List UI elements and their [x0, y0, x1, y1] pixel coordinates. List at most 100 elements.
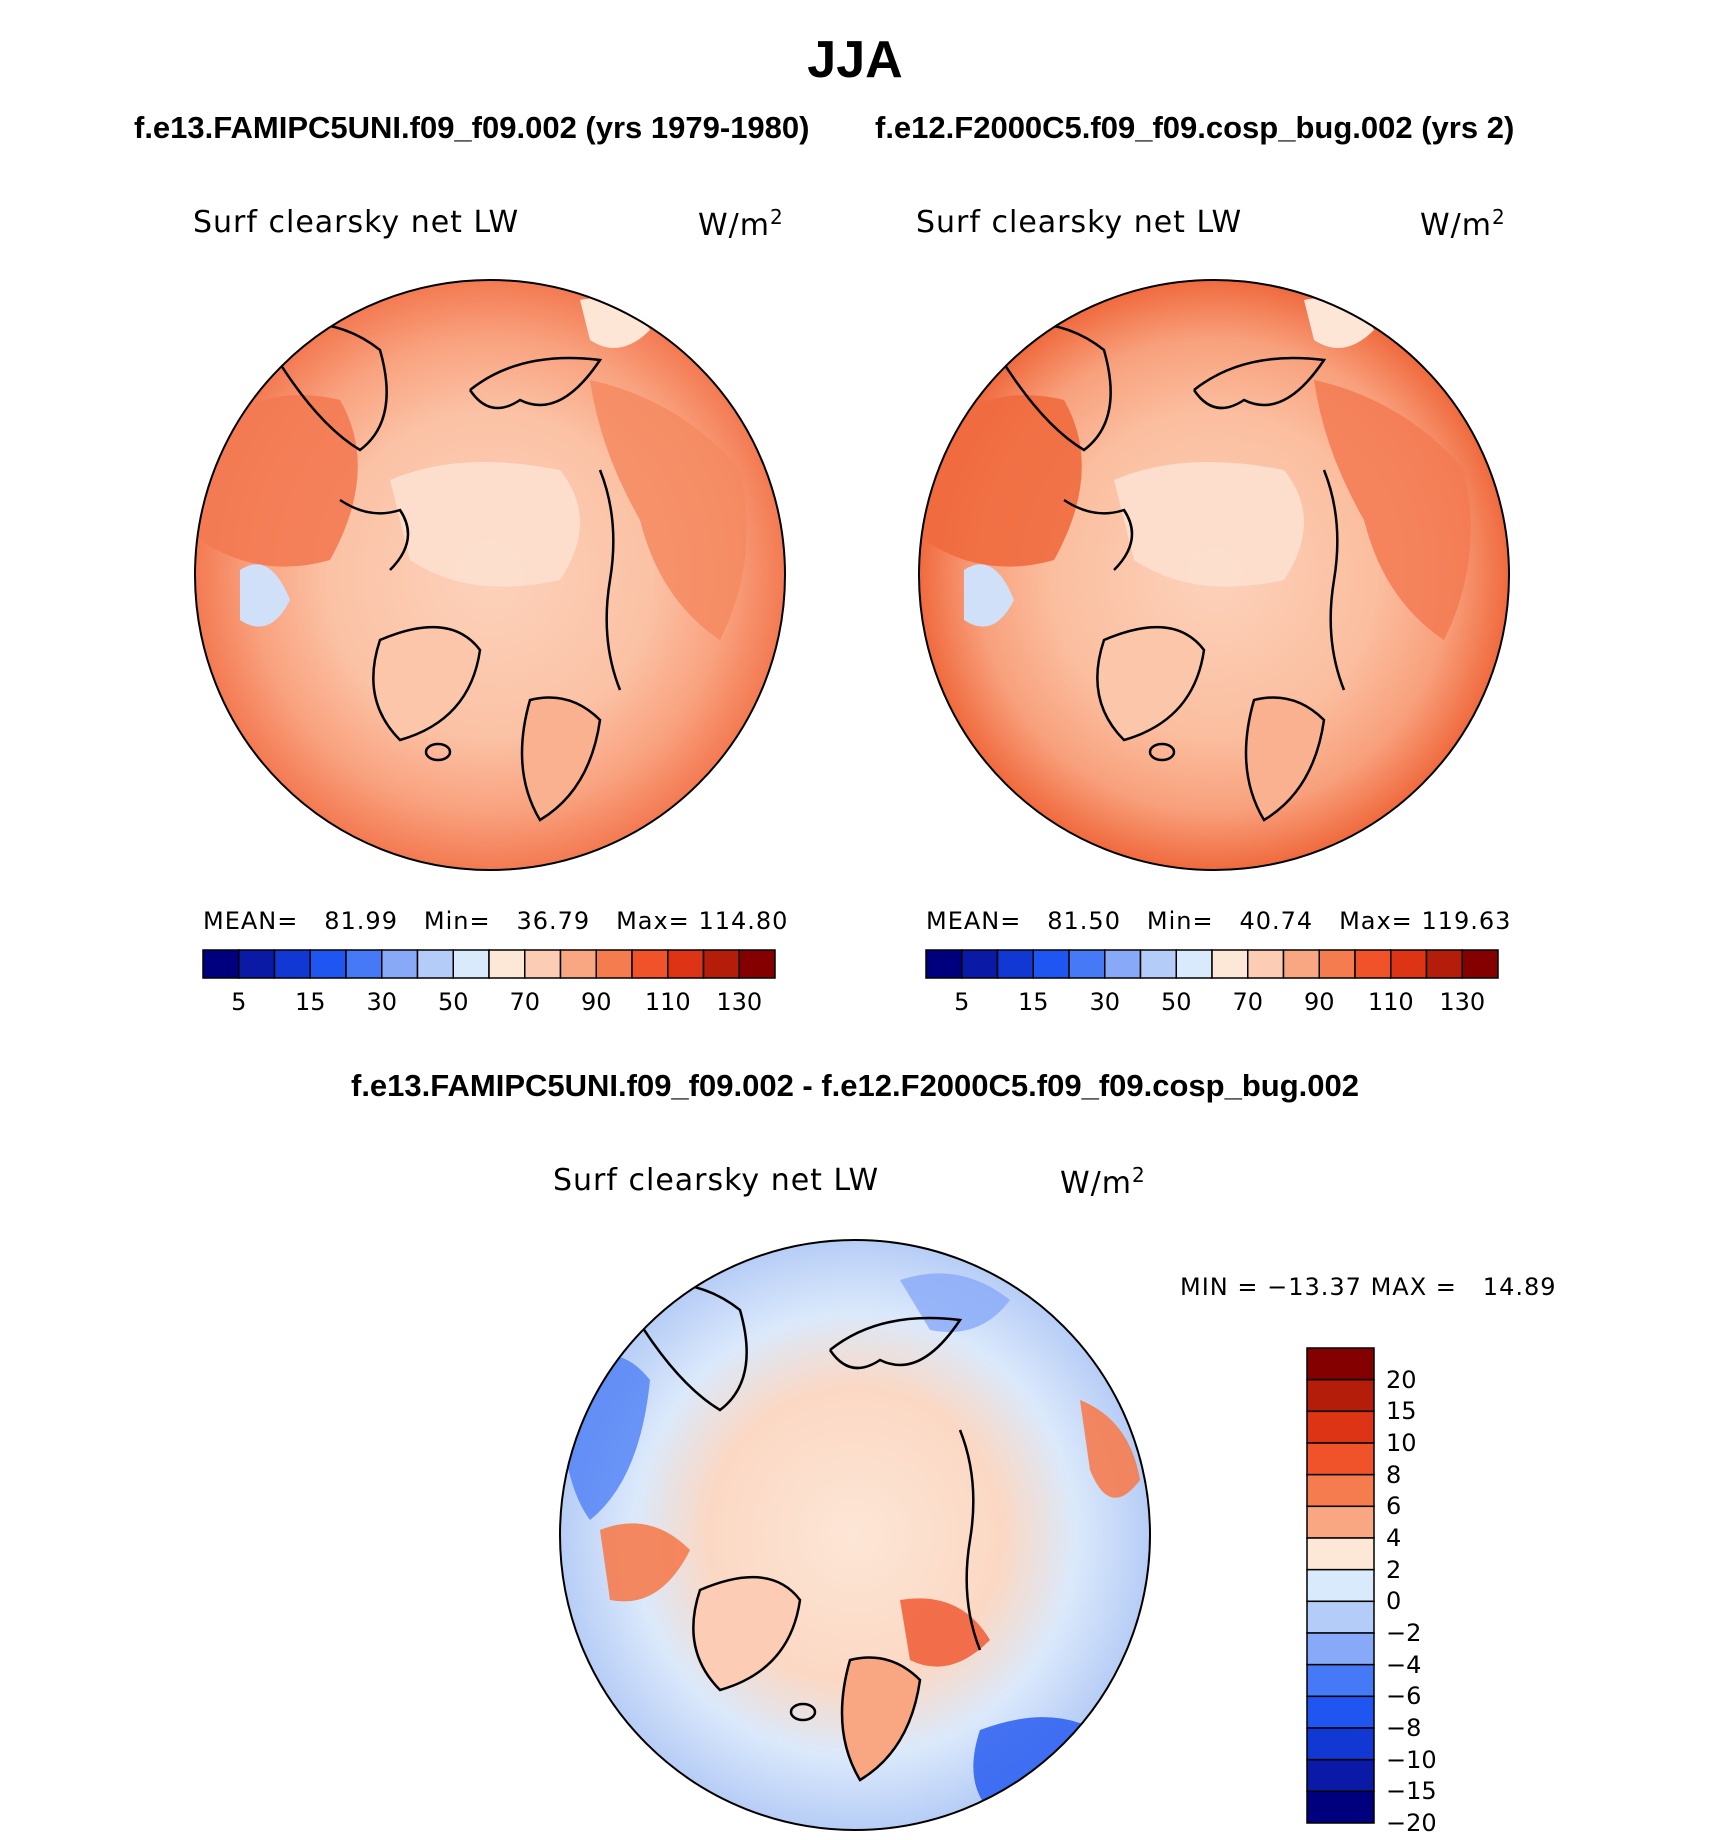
- panel-diff-stats: MIN = −13.37 MAX = 14.89: [1180, 1273, 1557, 1301]
- panel-b-stats: MEAN= 81.50 Min= 40.74 Max= 119.63: [926, 907, 1511, 935]
- colorbar-swatch: [738, 949, 776, 979]
- colorbar-swatch: [1104, 949, 1142, 979]
- colorbar-swatch: [1139, 949, 1177, 979]
- run-a-title: f.e13.FAMIPC5UNI.f09_f09.002 (yrs 1979-1…: [134, 110, 810, 145]
- min-value: 36.79: [516, 907, 591, 935]
- colorbar-swatch: [667, 949, 705, 979]
- colorbar-swatch: [1318, 949, 1356, 979]
- figure-title: JJA: [807, 31, 903, 89]
- colorbar-swatch: [1306, 1600, 1375, 1634]
- colorbar-tick-label: −15: [1386, 1777, 1437, 1806]
- colorbar-swatch: [202, 949, 240, 979]
- mean-label: MEAN=: [926, 907, 1022, 935]
- max-label: Max=: [1339, 907, 1413, 935]
- colorbar-tick-label: 130: [716, 988, 763, 1016]
- colorbar-swatch: [452, 949, 490, 979]
- colorbar-swatch: [1068, 949, 1106, 979]
- difference-title: f.e13.FAMIPC5UNI.f09_f09.002 - f.e12.F20…: [351, 1068, 1359, 1103]
- colorbar-swatch: [273, 949, 311, 979]
- colorbar-swatch: [416, 949, 454, 979]
- colorbar-swatch: [1306, 1758, 1375, 1793]
- min-value: −13.37: [1267, 1273, 1362, 1301]
- panel-a-stats: MEAN= 81.99 Min= 36.79 Max= 114.80: [203, 907, 788, 935]
- panel-a-map-border: [194, 279, 786, 871]
- max-label: MAX =: [1370, 1273, 1457, 1301]
- panel-b-map-border: [918, 279, 1510, 871]
- colorbar-tick-label: 90: [580, 988, 612, 1016]
- colorbar-tick-label: −8: [1386, 1714, 1422, 1742]
- colorbar-tick-label: −10: [1386, 1745, 1437, 1774]
- panel-b-variable-title: Surf clearsky net LW: [916, 205, 1243, 240]
- panel-b-units: W/m2: [1420, 205, 1506, 243]
- colorbar-swatch: [595, 949, 633, 979]
- colorbar-swatch: [1282, 949, 1320, 979]
- colorbar-tick-label: 15: [1386, 1397, 1417, 1426]
- colorbar-tick-label: 10: [1386, 1429, 1417, 1457]
- panel-b-colorbar: [925, 949, 1499, 979]
- colorbar-tick-label: −2: [1386, 1619, 1422, 1647]
- colorbar-tick-label: 2: [1386, 1555, 1402, 1584]
- colorbar-tick-label: 0: [1386, 1587, 1402, 1616]
- min-label: Min=: [1146, 907, 1214, 935]
- colorbar-swatch: [1306, 1663, 1375, 1698]
- colorbar-swatch: [1306, 1568, 1375, 1603]
- colorbar-swatch: [1306, 1410, 1375, 1444]
- colorbar-swatch: [1306, 1537, 1375, 1571]
- mean-value: 81.50: [1047, 907, 1121, 935]
- colorbar-swatch: [1175, 949, 1213, 979]
- colorbar-tick-label: −4: [1386, 1650, 1422, 1679]
- colorbar-swatch: [1354, 949, 1392, 979]
- colorbar-swatch: [381, 949, 419, 979]
- panel-a-colorbar: [202, 949, 776, 979]
- colorbar-tick-label: 90: [1303, 988, 1335, 1016]
- colorbar-swatch: [925, 949, 963, 979]
- panel-b-map: [919, 280, 1509, 870]
- colorbar-swatch: [1247, 949, 1285, 979]
- max-value: 14.89: [1482, 1273, 1557, 1301]
- colorbar-swatch: [1306, 1347, 1375, 1381]
- colorbar-swatch: [1306, 1632, 1375, 1666]
- colorbar-tick-label: 5: [954, 988, 970, 1016]
- colorbar-tick-label: 110: [1367, 988, 1414, 1016]
- max-value: 114.80: [698, 907, 789, 935]
- colorbar-tick-label: −6: [1386, 1682, 1422, 1711]
- panel-diff-map: [560, 1240, 1150, 1830]
- colorbar-swatch: [238, 949, 276, 979]
- colorbar-tick-label: 6: [1386, 1492, 1402, 1521]
- colorbar-swatch: [1211, 949, 1249, 979]
- colorbar-tick-label: 4: [1386, 1524, 1402, 1552]
- min-label: Min=: [423, 907, 491, 935]
- colorbar-tick-label: 8: [1386, 1460, 1402, 1489]
- colorbar-swatch: [1306, 1790, 1375, 1824]
- colorbar-tick-label: 130: [1439, 988, 1486, 1016]
- panel-a-map: [195, 280, 785, 870]
- colorbar-tick-label: 70: [1232, 988, 1264, 1016]
- min-value: 40.74: [1239, 907, 1314, 935]
- colorbar-tick-label: 20: [1386, 1365, 1417, 1394]
- colorbar-swatch: [1306, 1442, 1375, 1476]
- mean-label: MEAN=: [203, 907, 299, 935]
- panel-diff-map-border: [559, 1239, 1151, 1831]
- panel-a-units: W/m2: [698, 205, 784, 243]
- colorbar-swatch: [996, 949, 1034, 979]
- colorbar-swatch: [524, 949, 562, 979]
- colorbar-swatch: [702, 949, 740, 979]
- colorbar-tick-label: −20: [1386, 1809, 1437, 1837]
- colorbar-swatch: [1425, 949, 1463, 979]
- colorbar-swatch: [1461, 949, 1499, 979]
- colorbar-tick-label: 5: [231, 988, 247, 1016]
- panel-a-variable-title: Surf clearsky net LW: [193, 205, 520, 240]
- colorbar-swatch: [1306, 1473, 1375, 1508]
- colorbar-swatch: [1306, 1695, 1375, 1729]
- colorbar-swatch: [1306, 1378, 1375, 1413]
- max-label: Max=: [616, 907, 690, 935]
- colorbar-tick-label: 50: [437, 988, 469, 1016]
- colorbar-tick-label: 70: [509, 988, 541, 1016]
- colorbar-swatch: [488, 949, 526, 979]
- colorbar-tick-label: 30: [1089, 988, 1121, 1016]
- panel-diff-colorbar: [1306, 1347, 1375, 1824]
- colorbar-swatch: [961, 949, 999, 979]
- colorbar-swatch: [1032, 949, 1070, 979]
- colorbar-tick-label: 15: [294, 988, 326, 1016]
